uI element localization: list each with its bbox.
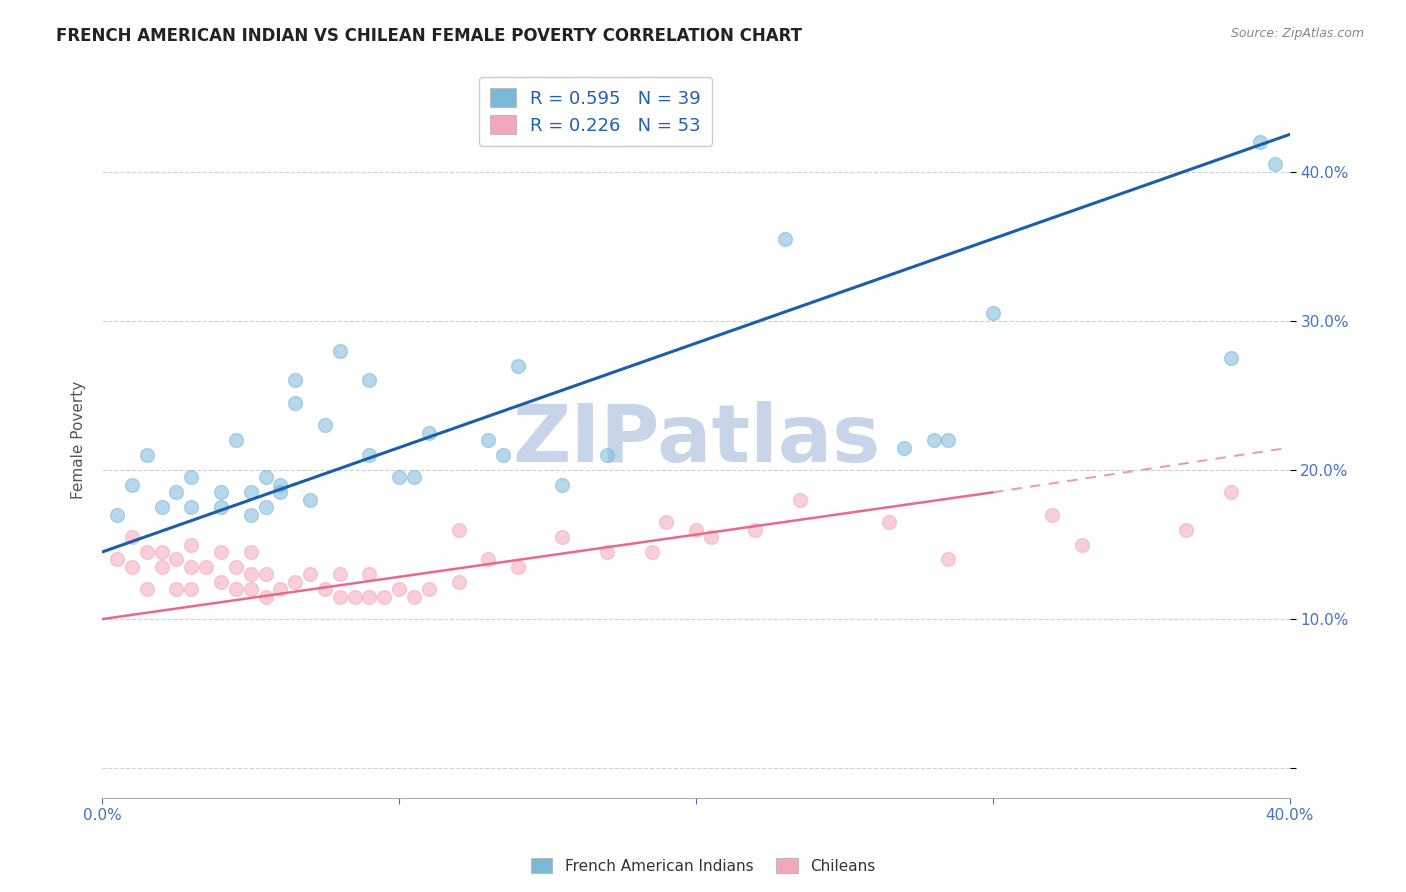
Point <box>447 574 470 589</box>
Point <box>329 590 352 604</box>
Point <box>239 567 262 582</box>
Point <box>180 500 202 515</box>
Point <box>1249 135 1271 149</box>
Point <box>388 470 411 484</box>
Point <box>165 582 187 597</box>
Point <box>314 582 336 597</box>
Point <box>135 545 157 559</box>
Point <box>343 590 366 604</box>
Point <box>299 492 322 507</box>
Point <box>284 396 307 410</box>
Point <box>180 537 202 551</box>
Point <box>254 500 277 515</box>
Point <box>329 567 352 582</box>
Point <box>254 470 277 484</box>
Point <box>359 374 381 388</box>
Point <box>105 508 128 522</box>
Point <box>402 590 425 604</box>
Point <box>744 523 766 537</box>
Legend: French American Indians, Chileans: French American Indians, Chileans <box>524 852 882 880</box>
Point <box>893 441 915 455</box>
Point <box>135 582 157 597</box>
Point <box>299 567 322 582</box>
Point <box>773 232 796 246</box>
Legend: R = 0.595   N = 39, R = 0.226   N = 53: R = 0.595 N = 39, R = 0.226 N = 53 <box>479 77 711 145</box>
Point <box>225 433 247 447</box>
Text: FRENCH AMERICAN INDIAN VS CHILEAN FEMALE POVERTY CORRELATION CHART: FRENCH AMERICAN INDIAN VS CHILEAN FEMALE… <box>56 27 803 45</box>
Point <box>135 448 157 462</box>
Point <box>284 574 307 589</box>
Point <box>938 433 960 447</box>
Point <box>700 530 723 544</box>
Point <box>180 470 202 484</box>
Point <box>640 545 662 559</box>
Point <box>239 582 262 597</box>
Point <box>165 485 187 500</box>
Point <box>329 343 352 358</box>
Point <box>506 359 529 373</box>
Point <box>447 523 470 537</box>
Point <box>314 418 336 433</box>
Point <box>596 545 619 559</box>
Point <box>551 530 574 544</box>
Point <box>239 485 262 500</box>
Y-axis label: Female Poverty: Female Poverty <box>72 381 86 500</box>
Point <box>1175 523 1198 537</box>
Point <box>418 582 440 597</box>
Point <box>195 560 218 574</box>
Text: ZIPatlas: ZIPatlas <box>512 401 880 479</box>
Point <box>239 545 262 559</box>
Point <box>150 500 173 515</box>
Point <box>1040 508 1063 522</box>
Point <box>551 478 574 492</box>
Point <box>209 574 232 589</box>
Point <box>121 478 143 492</box>
Point <box>373 590 395 604</box>
Point <box>180 582 202 597</box>
Point <box>1071 537 1094 551</box>
Point <box>359 567 381 582</box>
Point <box>269 582 291 597</box>
Point <box>209 545 232 559</box>
Point <box>655 515 678 529</box>
Point <box>225 560 247 574</box>
Point <box>269 485 291 500</box>
Point <box>492 448 515 462</box>
Point <box>105 552 128 566</box>
Point <box>254 567 277 582</box>
Point <box>180 560 202 574</box>
Point <box>981 306 1004 320</box>
Point <box>402 470 425 484</box>
Point <box>1219 485 1241 500</box>
Text: Source: ZipAtlas.com: Source: ZipAtlas.com <box>1230 27 1364 40</box>
Point <box>477 552 499 566</box>
Point <box>477 433 499 447</box>
Point <box>209 485 232 500</box>
Point <box>922 433 945 447</box>
Point <box>789 492 811 507</box>
Point <box>165 552 187 566</box>
Point <box>269 478 291 492</box>
Point <box>685 523 707 537</box>
Point <box>359 448 381 462</box>
Point <box>150 560 173 574</box>
Point <box>388 582 411 597</box>
Point <box>239 508 262 522</box>
Point <box>225 582 247 597</box>
Point <box>359 590 381 604</box>
Point <box>254 590 277 604</box>
Point <box>506 560 529 574</box>
Point <box>596 448 619 462</box>
Point <box>1219 351 1241 365</box>
Point <box>150 545 173 559</box>
Point <box>121 530 143 544</box>
Point <box>877 515 900 529</box>
Point <box>418 425 440 440</box>
Point <box>121 560 143 574</box>
Point <box>1264 157 1286 171</box>
Point <box>209 500 232 515</box>
Point <box>938 552 960 566</box>
Point <box>284 374 307 388</box>
